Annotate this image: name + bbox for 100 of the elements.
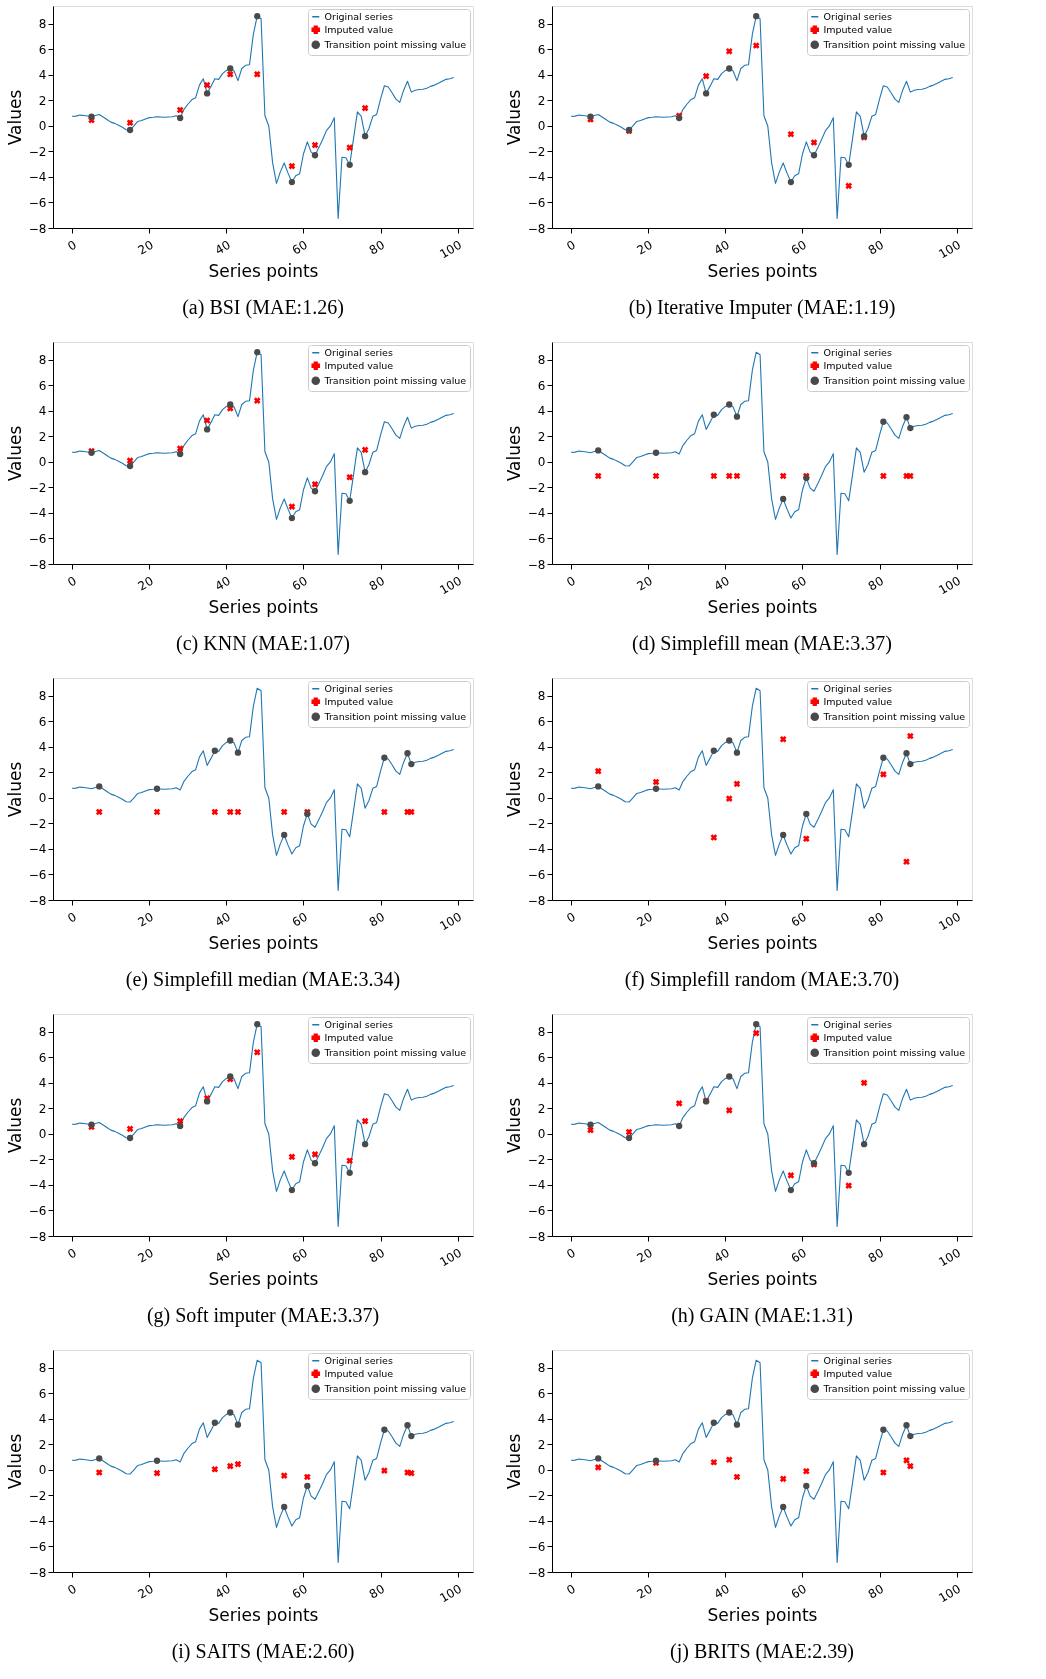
x-tick-label: 20: [634, 1245, 655, 1266]
x-tick-label: 0: [564, 237, 578, 254]
y-tick-label: 8: [38, 1361, 47, 1376]
y-tick-label: 4: [38, 1076, 47, 1091]
x-axis-title: Series points: [707, 1605, 818, 1626]
x-axis-title: Series points: [208, 597, 319, 618]
y-tick-label: −4: [527, 1514, 546, 1529]
legend-label: Transition point missing value: [323, 1382, 467, 1394]
y-tick-label: 2: [38, 93, 47, 108]
x-tick-label: 0: [65, 1245, 79, 1262]
x-tick-label: 20: [135, 909, 156, 930]
y-axis-title: Values: [503, 89, 524, 146]
y-tick-label: 0: [38, 119, 47, 134]
x-tick-label: 0: [564, 1581, 578, 1598]
y-tick-label: −4: [527, 1178, 546, 1193]
x-tick-label: 60: [788, 237, 809, 258]
x-tick-label: 40: [711, 573, 732, 594]
y-tick-label: 4: [537, 1076, 546, 1091]
y-tick-label: −8: [28, 221, 47, 236]
y-tick-label: 4: [38, 740, 47, 755]
y-tick-label: 0: [38, 791, 47, 806]
y-axis-title: Values: [4, 425, 25, 482]
y-tick-label: −8: [527, 1565, 546, 1580]
y-tick-label: 4: [537, 404, 546, 419]
y-axis-title: Values: [503, 761, 524, 818]
legend-label: Original series: [823, 10, 892, 22]
legend-label: Original series: [823, 1354, 892, 1366]
y-tick-label: 8: [537, 17, 546, 32]
y-tick-label: −4: [527, 170, 546, 185]
legend-label: Transition point missing value: [822, 1046, 966, 1058]
y-tick-label: 0: [38, 1127, 47, 1142]
y-tick-label: 8: [38, 17, 47, 32]
y-tick-label: 0: [537, 1127, 546, 1142]
legend-label: Imputed value: [324, 1031, 394, 1043]
y-tick-label: −6: [527, 195, 546, 210]
x-tick-label: 20: [135, 573, 156, 594]
legend-label: Original series: [823, 346, 892, 358]
y-tick-label: 8: [537, 353, 546, 368]
y-tick-label: 6: [38, 378, 47, 393]
text: (f) Simplefill random (MAE:3.70): [624, 967, 900, 991]
x-axis-title: Series points: [208, 933, 319, 954]
x-tick-label: 20: [135, 1245, 156, 1266]
y-tick-label: −2: [527, 144, 546, 159]
y-tick-label: −4: [28, 506, 47, 521]
x-tick-label: 60: [289, 1581, 310, 1602]
y-tick-label: −8: [28, 557, 47, 572]
x-tick-label: 40: [212, 909, 233, 930]
x-axis-title: Series points: [208, 1269, 319, 1290]
x-tick-label: 20: [634, 573, 655, 594]
y-tick-label: −6: [527, 867, 546, 882]
y-tick-label: −6: [28, 531, 47, 546]
legend-label: Transition point missing value: [822, 1382, 966, 1394]
y-tick-label: 0: [537, 791, 546, 806]
y-tick-label: −2: [28, 1488, 47, 1503]
x-axis-title: Series points: [707, 933, 818, 954]
y-tick-label: −6: [28, 867, 47, 882]
x-axis-title: Series points: [208, 1605, 319, 1626]
y-tick-label: 0: [38, 1463, 47, 1478]
legend-label: Imputed value: [324, 695, 394, 707]
y-tick-label: 2: [537, 1101, 546, 1116]
y-tick-label: −4: [527, 506, 546, 521]
x-tick-label: 80: [366, 909, 388, 930]
y-tick-label: −8: [28, 1229, 47, 1244]
y-tick-label: 2: [537, 93, 546, 108]
y-tick-label: −2: [28, 144, 47, 159]
y-tick-label: −2: [28, 1152, 47, 1167]
y-tick-label: 4: [38, 68, 47, 83]
x-tick-label: 100: [437, 1245, 465, 1270]
y-tick-label: −4: [28, 1178, 47, 1193]
y-tick-label: −6: [28, 1539, 47, 1554]
y-tick-label: 2: [537, 429, 546, 444]
y-tick-label: −4: [527, 842, 546, 857]
legend-label: Imputed value: [324, 359, 394, 371]
y-axis-title: Values: [503, 425, 524, 482]
y-axis-title: Values: [4, 89, 25, 146]
x-tick-label: 20: [634, 1581, 655, 1602]
text: (a) BSI (MAE:1.26): [182, 295, 344, 319]
y-tick-label: −8: [527, 221, 546, 236]
x-tick-label: 60: [289, 573, 310, 594]
y-axis-title: Values: [4, 1433, 25, 1490]
legend-label: Transition point missing value: [323, 710, 467, 722]
x-tick-label: 60: [788, 573, 809, 594]
y-tick-label: −6: [527, 1203, 546, 1218]
x-tick-label: 60: [788, 1245, 809, 1266]
y-tick-label: 6: [537, 1050, 546, 1065]
y-tick-label: 8: [537, 689, 546, 704]
x-tick-label: 100: [936, 573, 964, 598]
y-tick-label: 6: [38, 714, 47, 729]
y-tick-label: −6: [28, 1203, 47, 1218]
x-tick-label: 60: [289, 1245, 310, 1266]
y-tick-label: 0: [537, 119, 546, 134]
y-tick-label: 8: [38, 1025, 47, 1040]
x-tick-label: 100: [936, 237, 964, 262]
x-tick-label: 0: [65, 1581, 79, 1598]
legend-label: Transition point missing value: [323, 374, 467, 386]
x-axis-title: Series points: [707, 261, 818, 282]
x-tick-label: 80: [366, 1581, 388, 1602]
y-tick-label: −2: [527, 1152, 546, 1167]
y-tick-label: −4: [28, 1514, 47, 1529]
text: (i) SAITS (MAE:2.60): [171, 1639, 355, 1663]
